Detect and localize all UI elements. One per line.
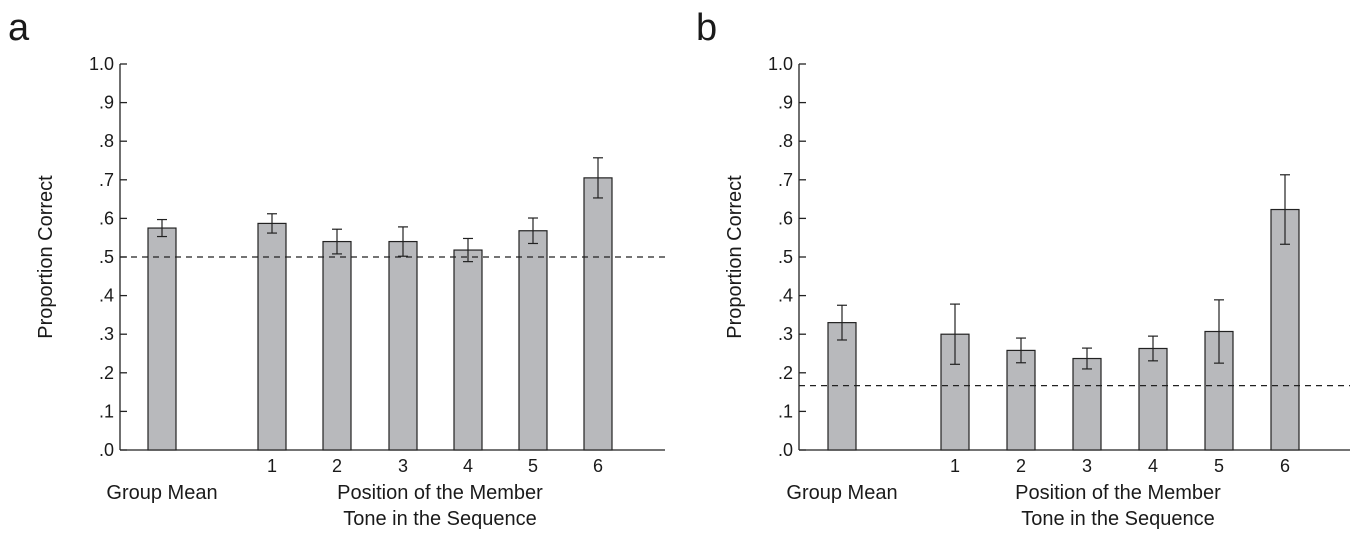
x-axis-label-line1: Position of the Member (337, 482, 543, 504)
y-axis-label: Proportion Correct (35, 175, 57, 339)
y-tick-label: .6 (778, 208, 793, 228)
y-tick-label: 1.0 (768, 54, 793, 74)
y-tick-label: .3 (778, 324, 793, 344)
x-tick-label: 3 (1082, 456, 1092, 476)
bar (583, 177, 613, 451)
y-tick-label: .3 (99, 324, 114, 344)
x-label-group-mean: Group Mean (106, 482, 217, 504)
x-tick-label: 2 (332, 456, 342, 476)
x-tick-label: 4 (463, 456, 473, 476)
x-tick-label: 2 (1016, 456, 1026, 476)
y-tick-label: .9 (778, 93, 793, 113)
y-tick-label: .5 (778, 247, 793, 267)
y-tick-label: .1 (99, 401, 114, 421)
panel-label: b (696, 7, 717, 49)
x-axis-label-line2: Tone in the Sequence (1021, 508, 1215, 530)
panel-a: a .0 .1 .2 .3 .4 .5 .6 .7 .8 .9 1.0 Proportion Corre… (8, 7, 665, 530)
x-tick-label: 4 (1148, 456, 1158, 476)
bar (1072, 357, 1102, 451)
y-tick-label: 1.0 (89, 54, 114, 74)
x-tick-label: 5 (1214, 456, 1224, 476)
y-tick-label: .7 (778, 170, 793, 190)
x-tick-label: 6 (1280, 456, 1290, 476)
y-axis-label: Proportion Correct (724, 175, 746, 339)
y-tick-label: .4 (99, 286, 114, 306)
x-tick-label: 5 (528, 456, 538, 476)
y-tick-label: .2 (99, 363, 114, 383)
y-tick-label: .1 (778, 401, 793, 421)
y-tick-label: .9 (99, 93, 114, 113)
bar (1138, 347, 1168, 451)
bar (257, 222, 287, 451)
x-tick-label: 3 (398, 456, 408, 476)
x-axis-label-line1: Position of the Member (1015, 482, 1221, 504)
y-tick-label: .5 (99, 247, 114, 267)
y-tick-label: .8 (99, 131, 114, 151)
bar (1006, 349, 1036, 451)
y-tick-label: .4 (778, 286, 793, 306)
bar (518, 230, 548, 451)
x-axis-label-line2: Tone in the Sequence (343, 508, 537, 530)
y-tick-label: .7 (99, 170, 114, 190)
panel-label: a (8, 7, 30, 49)
bar (322, 240, 352, 451)
panel-b: b .0 .1 .2 .3 .4 .5 .6 .7 .8 .9 1.0 Proportion Corre… (696, 7, 1350, 530)
y-tick-label: .0 (778, 440, 793, 460)
bar (147, 227, 177, 451)
bar (453, 249, 483, 451)
x-tick-label: 1 (267, 456, 277, 476)
bar (388, 240, 418, 451)
x-tick-label: 1 (950, 456, 960, 476)
y-tick-label: .2 (778, 363, 793, 383)
x-label-group-mean: Group Mean (786, 482, 897, 504)
y-tick-label: .6 (99, 208, 114, 228)
bar (827, 322, 857, 451)
y-tick-label: .8 (778, 131, 793, 151)
y-tick-label: .0 (99, 440, 114, 460)
x-tick-label: 6 (593, 456, 603, 476)
bar (1270, 208, 1300, 451)
